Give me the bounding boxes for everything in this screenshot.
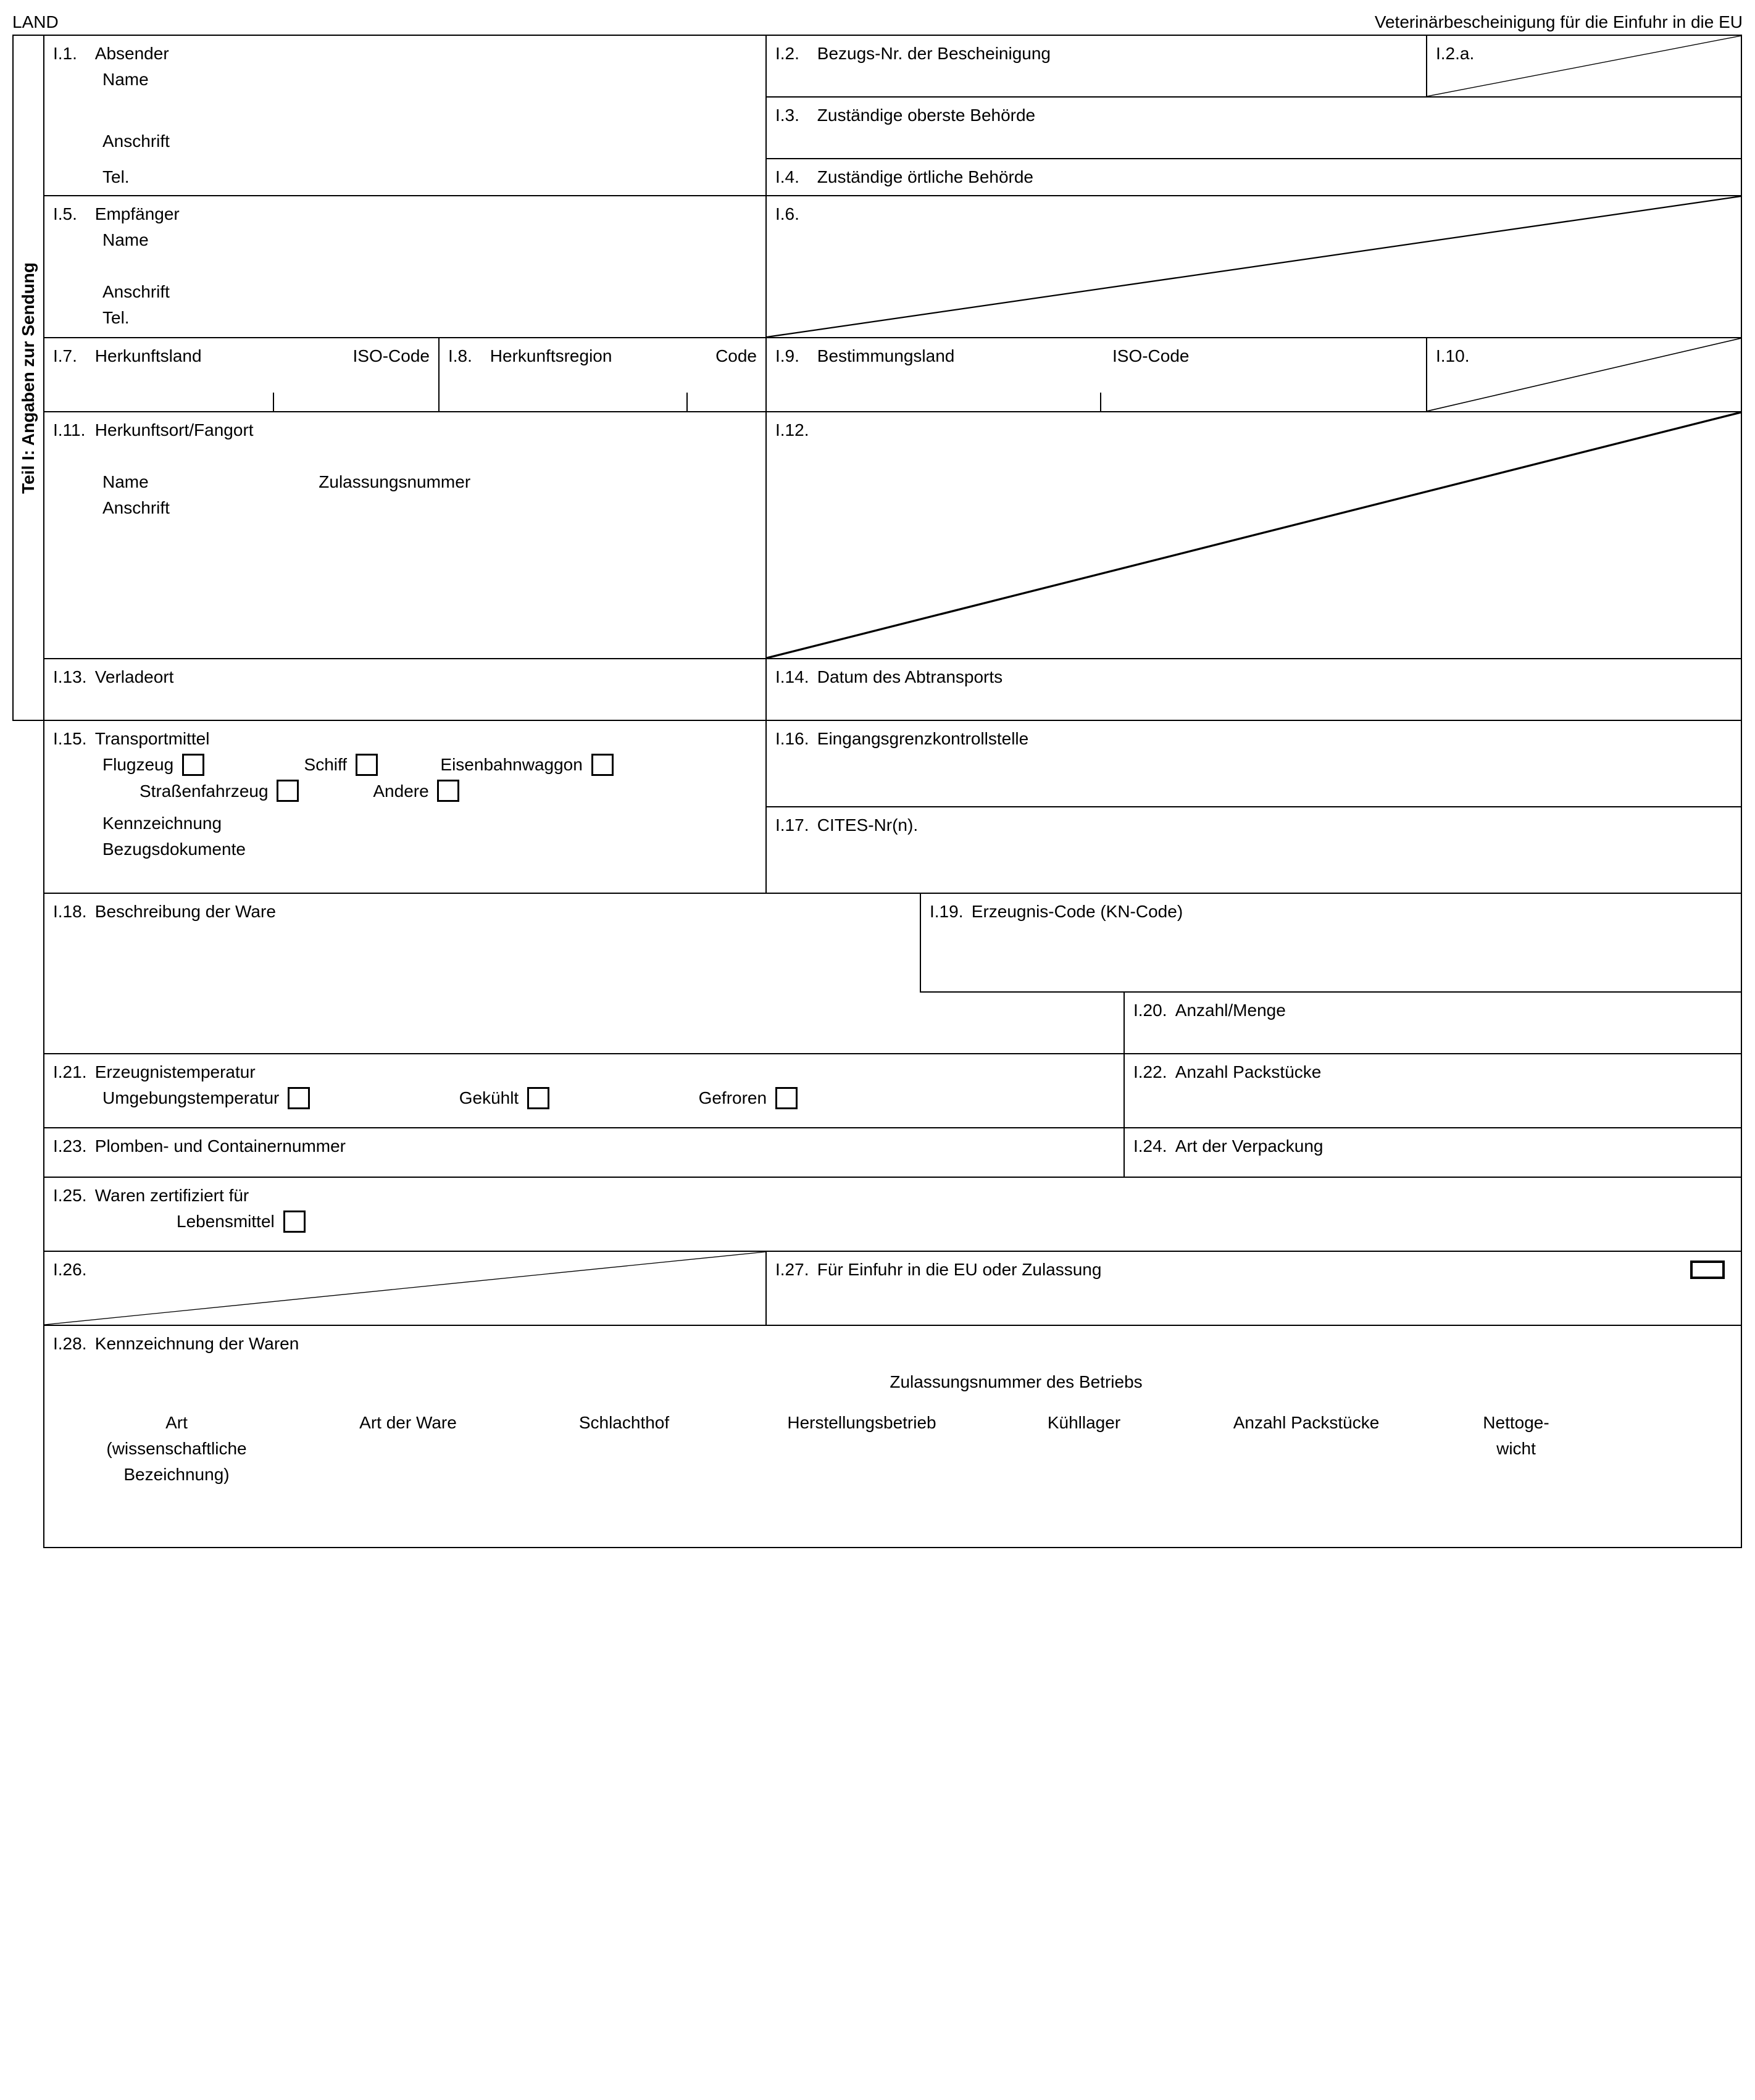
checkbox-other[interactable] — [437, 780, 459, 802]
header-right: Veterinärbescheinigung für die Einfuhr i… — [1375, 12, 1743, 32]
cell-i23: I.23. Plomben- und Containernummer — [44, 1128, 1125, 1178]
cell-i8: I.8. Herkunftsregion Code — [440, 338, 767, 412]
cell-i2: I.2. Bezugs-Nr. der Bescheinigung — [767, 35, 1427, 98]
cell-i12: I.12. — [767, 412, 1742, 659]
cell-i5: I.5. Empfänger Name Anschrift Tel. — [44, 196, 767, 338]
sidebar-label: Teil I: Angaben zur Sendung — [19, 262, 38, 494]
cell-i21: I.21. Erzeugnistemperatur Umgebungstempe… — [44, 1054, 1125, 1128]
cell-i26: I.26. — [44, 1252, 767, 1326]
cell-i4: I.4. Zuständige örtliche Behörde — [767, 159, 1742, 196]
i28-column-headers: Art (wissenschaftliche Bezeichnung) Art … — [53, 1410, 1732, 1488]
cell-i2a: I.2.a. — [1427, 35, 1742, 98]
checkbox-import[interactable] — [1690, 1260, 1725, 1279]
lower-grid: I.15. Transportmittel Flugzeug Schiff Ei… — [43, 721, 1743, 1548]
cell-i11: I.11. Herkunftsort/Fangort Name Zulassun… — [44, 412, 767, 659]
checkbox-road[interactable] — [277, 780, 299, 802]
checkbox-cool[interactable] — [527, 1087, 549, 1109]
header: LAND Veterinärbescheinigung für die Einf… — [12, 12, 1743, 32]
cell-i20: I.20. Anzahl/Menge — [1125, 993, 1742, 1054]
cell-i3: I.3. Zuständige oberste Behörde — [767, 98, 1742, 159]
upper-block: Teil I: Angaben zur Sendung I.1. Absende… — [12, 35, 1743, 721]
cell-i1-top: I.1. Absender Name — [44, 35, 767, 98]
checkbox-food[interactable] — [283, 1210, 306, 1233]
cell-i9: I.9. Bestimmungsland ISO-Code — [767, 338, 1427, 412]
cell-i13: I.13. Verladeort — [44, 659, 767, 721]
checkbox-rail[interactable] — [591, 754, 614, 776]
cell-i18: I.18. Beschreibung der Ware — [44, 894, 921, 993]
cell-i7: I.7. Herkunftsland ISO-Code — [44, 338, 440, 412]
cell-i15: I.15. Transportmittel Flugzeug Schiff Ei… — [44, 721, 767, 894]
cell-i27: I.27. Für Einfuhr in die EU oder Zulassu… — [767, 1252, 1742, 1326]
cell-i1-bot: Tel. — [44, 159, 767, 196]
cell-i16: I.16. Eingangsgrenzkontrollstelle — [767, 721, 1742, 807]
cell-i25: I.25. Waren zertifiziert für Lebensmitte… — [44, 1178, 1742, 1252]
cell-i1-mid: Anschrift — [44, 98, 767, 159]
cell-i18-ext — [44, 993, 1125, 1054]
upper-grid: I.1. Absender Name I.2. Bezugs-Nr. der B… — [43, 35, 1743, 721]
cell-i14: I.14. Datum des Abtransports — [767, 659, 1742, 721]
checkbox-ambient[interactable] — [288, 1087, 310, 1109]
checkbox-plane[interactable] — [182, 754, 204, 776]
cell-i22: I.22. Anzahl Packstücke — [1125, 1054, 1742, 1128]
form-page: LAND Veterinärbescheinigung für die Einf… — [12, 12, 1743, 1548]
checkbox-ship[interactable] — [356, 754, 378, 776]
cell-i28: I.28. Kennzeichnung der Waren Zulassungs… — [44, 1326, 1742, 1548]
checkbox-frozen[interactable] — [775, 1087, 798, 1109]
cell-i6: I.6. — [767, 196, 1742, 338]
cell-i17: I.17. CITES-Nr(n). — [767, 807, 1742, 894]
sidebar: Teil I: Angaben zur Sendung — [12, 35, 43, 721]
header-left: LAND — [12, 12, 59, 32]
cell-i10: I.10. — [1427, 338, 1742, 412]
cell-i19: I.19. Erzeugnis-Code (KN-Code) — [921, 894, 1742, 993]
cell-i24: I.24. Art der Verpackung — [1125, 1128, 1742, 1178]
